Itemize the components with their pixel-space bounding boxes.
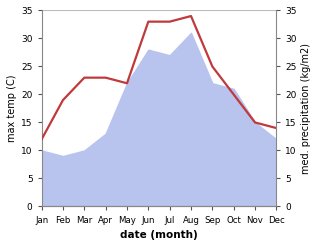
X-axis label: date (month): date (month) xyxy=(120,230,198,240)
Y-axis label: max temp (C): max temp (C) xyxy=(7,75,17,142)
Y-axis label: med. precipitation (kg/m2): med. precipitation (kg/m2) xyxy=(301,43,311,174)
